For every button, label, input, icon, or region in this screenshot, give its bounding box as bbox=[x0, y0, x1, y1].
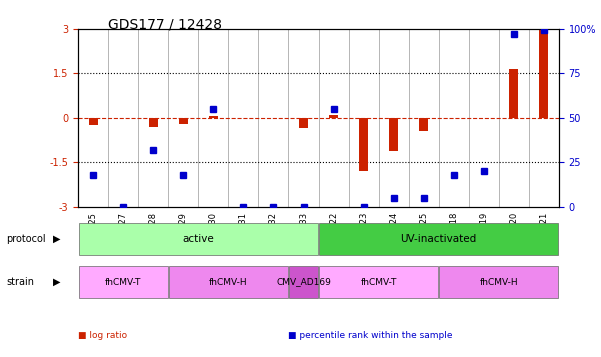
FancyBboxPatch shape bbox=[439, 266, 558, 298]
Bar bbox=[510, 69, 519, 118]
Bar bbox=[419, 118, 429, 131]
FancyBboxPatch shape bbox=[319, 223, 558, 255]
Bar bbox=[329, 115, 338, 118]
Text: strain: strain bbox=[6, 277, 34, 287]
Text: active: active bbox=[183, 234, 214, 244]
Text: ■ log ratio: ■ log ratio bbox=[78, 331, 127, 340]
Text: ■ percentile rank within the sample: ■ percentile rank within the sample bbox=[288, 331, 453, 340]
Bar bbox=[359, 118, 368, 171]
FancyBboxPatch shape bbox=[79, 266, 168, 298]
Bar bbox=[540, 29, 549, 118]
Bar bbox=[299, 118, 308, 128]
Bar bbox=[179, 118, 188, 124]
FancyBboxPatch shape bbox=[289, 266, 318, 298]
Text: CMV_AD169: CMV_AD169 bbox=[276, 277, 331, 287]
Text: fhCMV-T: fhCMV-T bbox=[361, 277, 397, 287]
Text: fhCMV-H: fhCMV-H bbox=[480, 277, 518, 287]
Text: GDS177 / 12428: GDS177 / 12428 bbox=[108, 18, 222, 32]
Text: UV-inactivated: UV-inactivated bbox=[401, 234, 477, 244]
Bar bbox=[389, 118, 398, 151]
FancyBboxPatch shape bbox=[79, 223, 318, 255]
Text: ▶: ▶ bbox=[53, 234, 60, 244]
Text: ▶: ▶ bbox=[53, 277, 60, 287]
Bar bbox=[89, 118, 98, 125]
Text: fhCMV-H: fhCMV-H bbox=[209, 277, 248, 287]
Bar bbox=[149, 118, 157, 127]
Text: fhCMV-T: fhCMV-T bbox=[105, 277, 141, 287]
FancyBboxPatch shape bbox=[169, 266, 288, 298]
Bar bbox=[209, 116, 218, 118]
FancyBboxPatch shape bbox=[319, 266, 438, 298]
Text: protocol: protocol bbox=[6, 234, 46, 244]
